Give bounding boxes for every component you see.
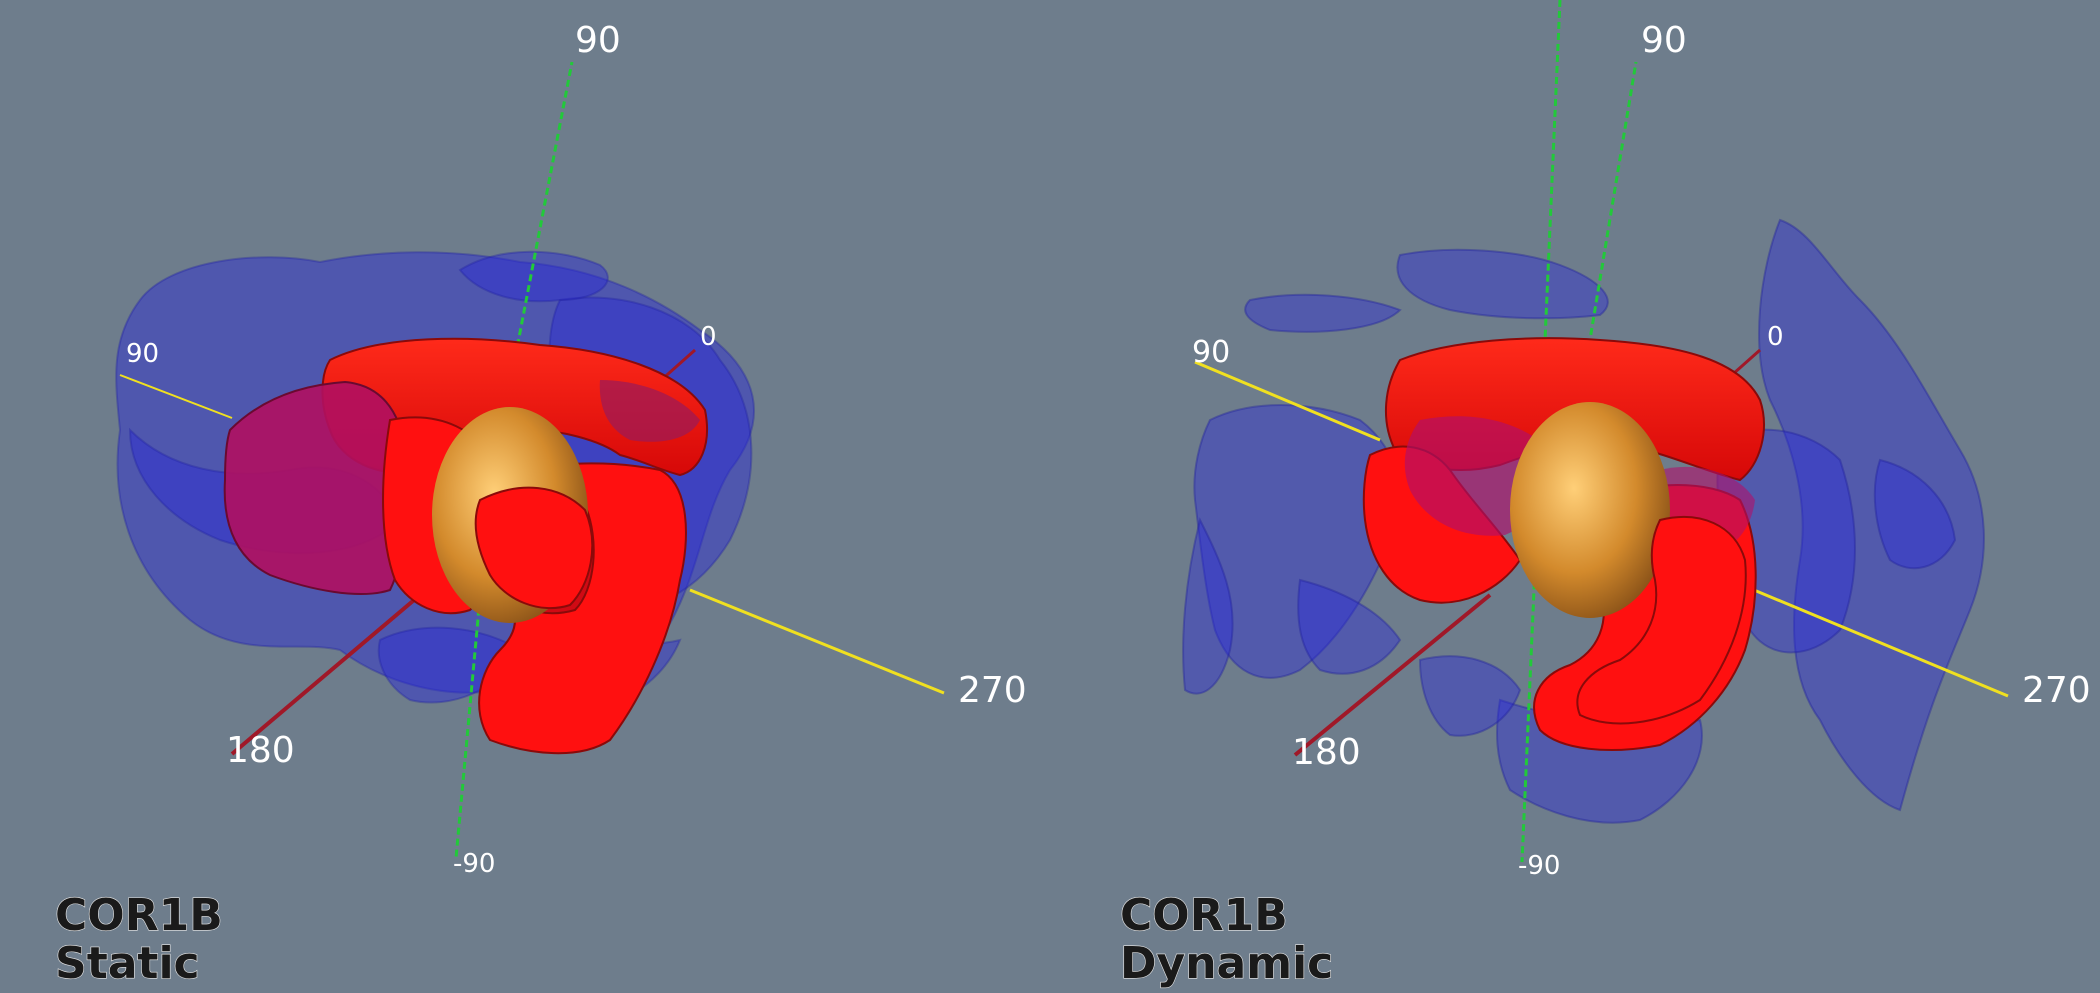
static-caption-mode: Static — [55, 938, 200, 989]
dynamic-label-lon-0: 0 — [1767, 322, 1784, 352]
longitude-90-270-axis — [119, 374, 945, 695]
panel-dynamic: 90 90 0 180 270 -90 COR1B Dynamic — [1119, 0, 2091, 990]
dynamic-label-lon-180: 180 — [1292, 732, 1361, 773]
longitude-90-270-axis-dynamic — [1194, 360, 2009, 698]
panel-static: 90 90 0 180 270 -90 COR1B Static — [54, 20, 1027, 990]
dynamic-label-lat-bottom: -90 — [1518, 851, 1560, 881]
static-label-lon-90: 90 — [126, 339, 159, 369]
static-label-lon-180: 180 — [226, 730, 295, 771]
static-label-lat-bottom: -90 — [453, 849, 495, 879]
sun-sphere-dynamic — [1510, 402, 1670, 618]
static-label-lon-0: 0 — [700, 322, 717, 352]
dynamic-label-lon-90: 90 — [1192, 335, 1230, 370]
dynamic-label-lon-270: 270 — [2022, 670, 2091, 711]
static-caption-instrument: COR1B — [55, 890, 223, 941]
dynamic-caption-mode: Dynamic — [1120, 938, 1333, 989]
inner-surface-foreground — [474, 486, 594, 610]
static-label-lat-top: 90 — [575, 20, 621, 61]
dynamic-caption-instrument: COR1B — [1120, 890, 1288, 941]
inner-density-surface — [223, 337, 709, 755]
static-label-lon-270: 270 — [958, 670, 1027, 711]
dynamic-label-lat-top: 90 — [1641, 20, 1687, 61]
inner-surface-foreground-dynamic — [1576, 515, 1747, 725]
